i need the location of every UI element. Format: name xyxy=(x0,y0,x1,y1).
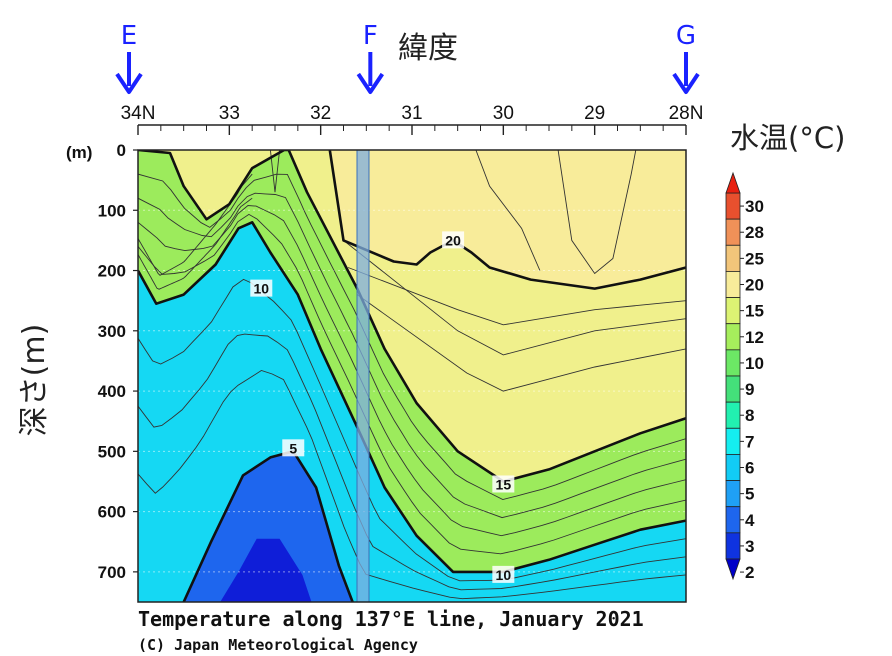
thin-isotherm xyxy=(138,278,686,582)
isotherm-label-bg xyxy=(492,565,515,583)
colorbar-segment xyxy=(725,375,741,403)
isotherm-label: 5 xyxy=(289,440,297,456)
isotherm-label-bg xyxy=(250,279,273,297)
thin-isotherm xyxy=(138,333,686,591)
depth-unit-label: (m) xyxy=(66,143,92,162)
latitude-tick-label: 31 xyxy=(401,103,422,124)
isotherm-10 xyxy=(138,221,686,574)
colorbar-segment xyxy=(725,480,741,508)
colorbar-tick-label: 10 xyxy=(745,354,764,373)
depth-axis: 0 100 200 300 400 500 600 700 xyxy=(98,141,138,582)
band-4-5 xyxy=(183,451,353,602)
colorbar-tick-label: 4 xyxy=(745,511,755,530)
colorbar-segment xyxy=(725,349,741,377)
latitude-axis: 34N 33 32 31 30 29 28N xyxy=(121,103,704,135)
latitude-tick-label: 34N xyxy=(121,103,156,124)
credit-text: (C) Japan Meteorological Agency xyxy=(138,636,418,654)
isotherm-labels: 20 10 5 15 10 xyxy=(250,231,515,583)
station-label-g: G xyxy=(676,21,696,51)
isotherm-label: 15 xyxy=(496,476,512,492)
station-f-marker-bar xyxy=(356,149,370,603)
colorbar-tick-label: 3 xyxy=(745,537,754,556)
chart-title: Temperature along 137°E line, January 20… xyxy=(138,607,644,631)
y-axis-title: 深さ(m) xyxy=(17,324,52,437)
plot-frame xyxy=(137,149,687,603)
station-arrow-head xyxy=(115,72,143,94)
station-markers: E F G xyxy=(115,21,700,94)
isotherm-label: 10 xyxy=(254,281,270,297)
x-axis-title: 緯度 xyxy=(398,31,458,66)
depth-tick-label: 500 xyxy=(98,442,126,461)
band-3-4 xyxy=(220,538,312,602)
colorbar-segment xyxy=(725,532,741,560)
latitude-tick-label: 32 xyxy=(310,103,331,124)
colorbar-tick-label: 15 xyxy=(745,302,764,321)
thin-isotherm xyxy=(343,240,686,356)
colorbar-segment xyxy=(725,192,741,220)
colorbar-segment xyxy=(725,244,741,272)
thin-isotherm xyxy=(138,370,686,600)
thin-isotherm xyxy=(557,150,637,275)
colorbar-tick-label: 30 xyxy=(745,197,764,216)
colorbar-segment xyxy=(725,454,741,481)
colorbar-title: 水温(°C) xyxy=(730,121,845,155)
colorbar-tick-label: 8 xyxy=(745,406,754,425)
depth-tick-label: 300 xyxy=(98,322,126,341)
thin-isotherms xyxy=(138,150,686,600)
isotherm-label: 10 xyxy=(496,567,512,583)
station-label-f: F xyxy=(363,21,378,51)
isotherm-label-bg xyxy=(282,439,305,457)
colorbar-tick-label: 7 xyxy=(745,432,754,451)
thin-isotherm xyxy=(475,150,541,271)
isotherm-label-bg xyxy=(492,475,515,493)
latitude-tick-label: 33 xyxy=(219,103,240,124)
thin-isotherm xyxy=(269,150,281,193)
station-arrow-head xyxy=(356,72,384,94)
colorbar-segment xyxy=(725,401,741,429)
colorbar-tick-label: 20 xyxy=(745,276,764,295)
colorbar-tick-label: 6 xyxy=(745,459,754,478)
colorbar-segment xyxy=(725,271,741,298)
colorbar: 30 28 25 20 15 12 10 9 8 7 6 5 4 3 2 xyxy=(725,171,764,582)
station-arrow-head xyxy=(672,72,700,94)
colorbar-tick-label: 2 xyxy=(745,563,754,582)
colorbar-tick-label: 25 xyxy=(745,249,764,268)
depth-tick-label: 700 xyxy=(98,563,126,582)
thin-isotherm xyxy=(138,197,253,290)
depth-tick-label: 400 xyxy=(98,382,126,401)
colorbar-segment xyxy=(725,218,741,246)
colorbar-segment xyxy=(725,323,741,351)
colorbar-tick-label: 28 xyxy=(745,223,764,242)
colorbar-tick-label: 9 xyxy=(745,380,754,399)
thin-isotherm xyxy=(356,294,686,392)
depth-tick-label: 0 xyxy=(117,141,126,160)
isotherm-label: 20 xyxy=(445,232,461,248)
latitude-tick-label: 28N xyxy=(669,103,704,124)
band-20-25 xyxy=(329,150,686,289)
depth-tick-label: 100 xyxy=(98,201,126,220)
colorbar-tick-label: 12 xyxy=(745,328,764,347)
latitude-tick-label: 30 xyxy=(493,103,514,124)
station-label-e: E xyxy=(121,21,137,51)
colorbar-segment xyxy=(725,297,741,325)
isotherm-label-bg xyxy=(442,231,465,249)
isotherm-5 xyxy=(182,450,354,602)
depth-tick-label: 200 xyxy=(98,262,126,281)
temperature-bands xyxy=(138,150,686,602)
colorbar-max-arrow xyxy=(725,171,741,194)
thin-isotherm xyxy=(347,267,686,326)
latitude-tick-label: 29 xyxy=(584,103,605,124)
depth-tick-label: 600 xyxy=(98,503,126,522)
colorbar-segment xyxy=(725,506,741,534)
colorbar-segment xyxy=(725,427,741,455)
isotherm-15 xyxy=(138,150,686,483)
colorbar-tick-label: 5 xyxy=(745,485,754,504)
colorbar-min-arrow xyxy=(725,558,741,581)
